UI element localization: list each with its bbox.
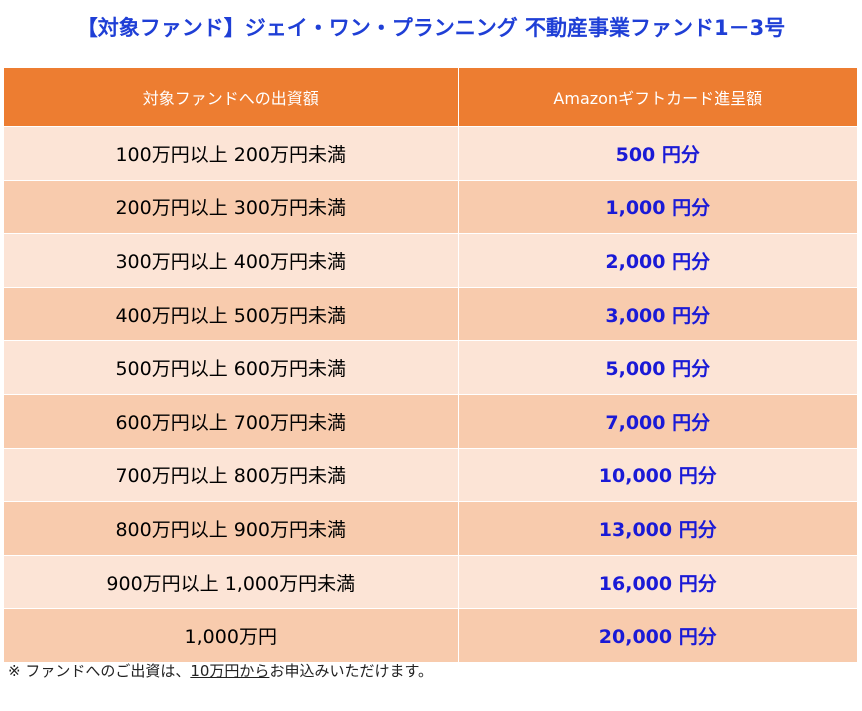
gift-amount: 16,000 円分 xyxy=(458,554,858,609)
table-body: 100万円以上 200万円未満 500 円分 200万円以上 300万円未満 1,00… xyxy=(4,126,858,662)
table-row: 200万円以上 300万円未満 1,000 円分 xyxy=(4,179,858,234)
gift-amount: 5,000 円分 xyxy=(458,340,858,395)
investment-range: 600万円以上 700万円未満 xyxy=(4,393,459,449)
gift-amount: 10,000 円分 xyxy=(458,447,858,502)
table-row: 400万円以上 500万円未満 3,000 円分 xyxy=(4,286,858,341)
investment-range: 700万円以上 800万円未満 xyxy=(4,447,459,502)
column-header: 対象ファンドへの出資額 xyxy=(4,68,459,127)
table-row: 300万円以上 400万円未満 2,000 円分 xyxy=(4,233,858,288)
gift-amount: 1,000 円分 xyxy=(458,179,858,234)
table-row: 700万円以上 800万円未満 10,000 円分 xyxy=(4,447,858,502)
footnote-text: ※ ファンドへのご出資は、 xyxy=(8,662,191,680)
footnote-underlined: 10万円から xyxy=(190,662,270,680)
column-header: Amazonギフトカード進呈額 xyxy=(458,68,858,127)
footnote: ※ ファンドへのご出資は、10万円からお申込みいただけます。 xyxy=(8,660,433,681)
table-row: 100万円以上 200万円未満 500 円分 xyxy=(4,126,858,181)
table-row: 500万円以上 600万円未満 5,000 円分 xyxy=(4,340,858,395)
investment-range: 900万円以上 1,000万円未満 xyxy=(4,554,459,609)
gift-amount: 7,000 円分 xyxy=(458,393,858,449)
investment-range: 1,000万円 xyxy=(4,608,459,662)
table-row: 800万円以上 900万円未満 13,000 円分 xyxy=(4,501,858,556)
investment-range: 100万円以上 200万円未満 xyxy=(4,126,459,181)
table-row: 1,000万円 20,000 円分 xyxy=(4,608,858,662)
title: 【対象ファンド】ジェイ・ワン・プランニング 不動産事業ファンド1－3号 xyxy=(76,16,786,40)
investment-range: 800万円以上 900万円未満 xyxy=(4,501,459,556)
investment-range: 400万円以上 500万円未満 xyxy=(4,286,459,341)
header-row: 対象ファンドへの出資額 Amazonギフトカード進呈額 xyxy=(4,68,858,127)
investment-range: 500万円以上 600万円未満 xyxy=(4,340,459,395)
footnote-text: お申込みいただけます。 xyxy=(269,662,433,680)
table-head: 対象ファンドへの出資額 Amazonギフトカード進呈額 xyxy=(4,68,858,127)
reward-table: 対象ファンドへの出資額 Amazonギフトカード進呈額 100万円以上 200万… xyxy=(4,68,858,662)
gift-amount: 3,000 円分 xyxy=(458,286,858,341)
table-row: 600万円以上 700万円未満 7,000 円分 xyxy=(4,393,858,449)
gift-amount: 13,000 円分 xyxy=(458,501,858,556)
gift-amount: 500 円分 xyxy=(458,126,858,181)
investment-range: 300万円以上 400万円未満 xyxy=(4,233,459,288)
gift-amount: 2,000 円分 xyxy=(458,233,858,288)
investment-range: 200万円以上 300万円未満 xyxy=(4,179,459,234)
gift-amount: 20,000 円分 xyxy=(458,608,858,662)
table-row: 900万円以上 1,000万円未満 16,000 円分 xyxy=(4,554,858,609)
